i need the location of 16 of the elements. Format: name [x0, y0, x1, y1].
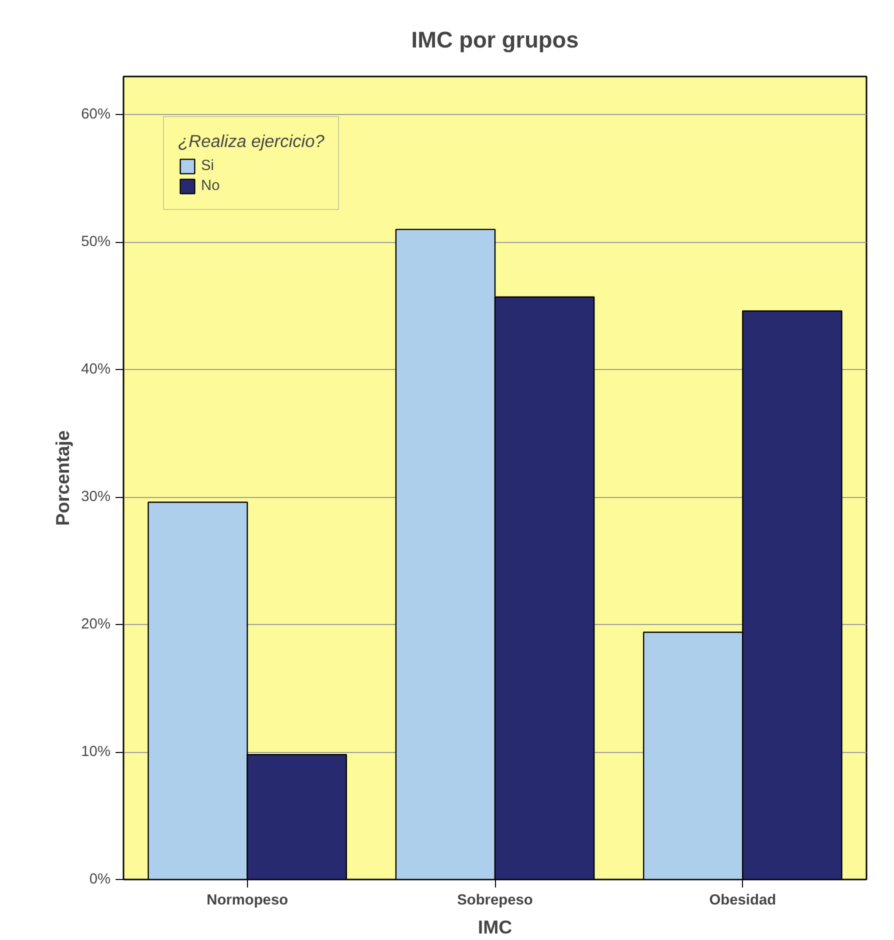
y-tick-label: 60% [81, 106, 111, 123]
y-tick-label: 40% [81, 362, 111, 378]
y-tick-label: 10% [81, 744, 111, 760]
x-tick-label: Obesidad [709, 892, 776, 908]
chart-title: IMC por grupos [411, 26, 579, 52]
x-tick-label: Sobrepeso [457, 892, 533, 908]
legend-label: No [201, 177, 221, 195]
y-tick-label: 50% [81, 234, 111, 250]
x-axis-title: IMC [478, 916, 512, 938]
y-tick-label: 30% [81, 489, 111, 506]
y-tick-label: 20% [81, 616, 111, 633]
legend-label: Si [201, 157, 216, 175]
y-axis-title: Porcentaje [52, 430, 74, 526]
y-tick-label: 0% [89, 872, 111, 888]
legend-title: ¿Realiza ejercicio? [178, 131, 324, 152]
x-tick-label: Normopeso [206, 892, 288, 908]
